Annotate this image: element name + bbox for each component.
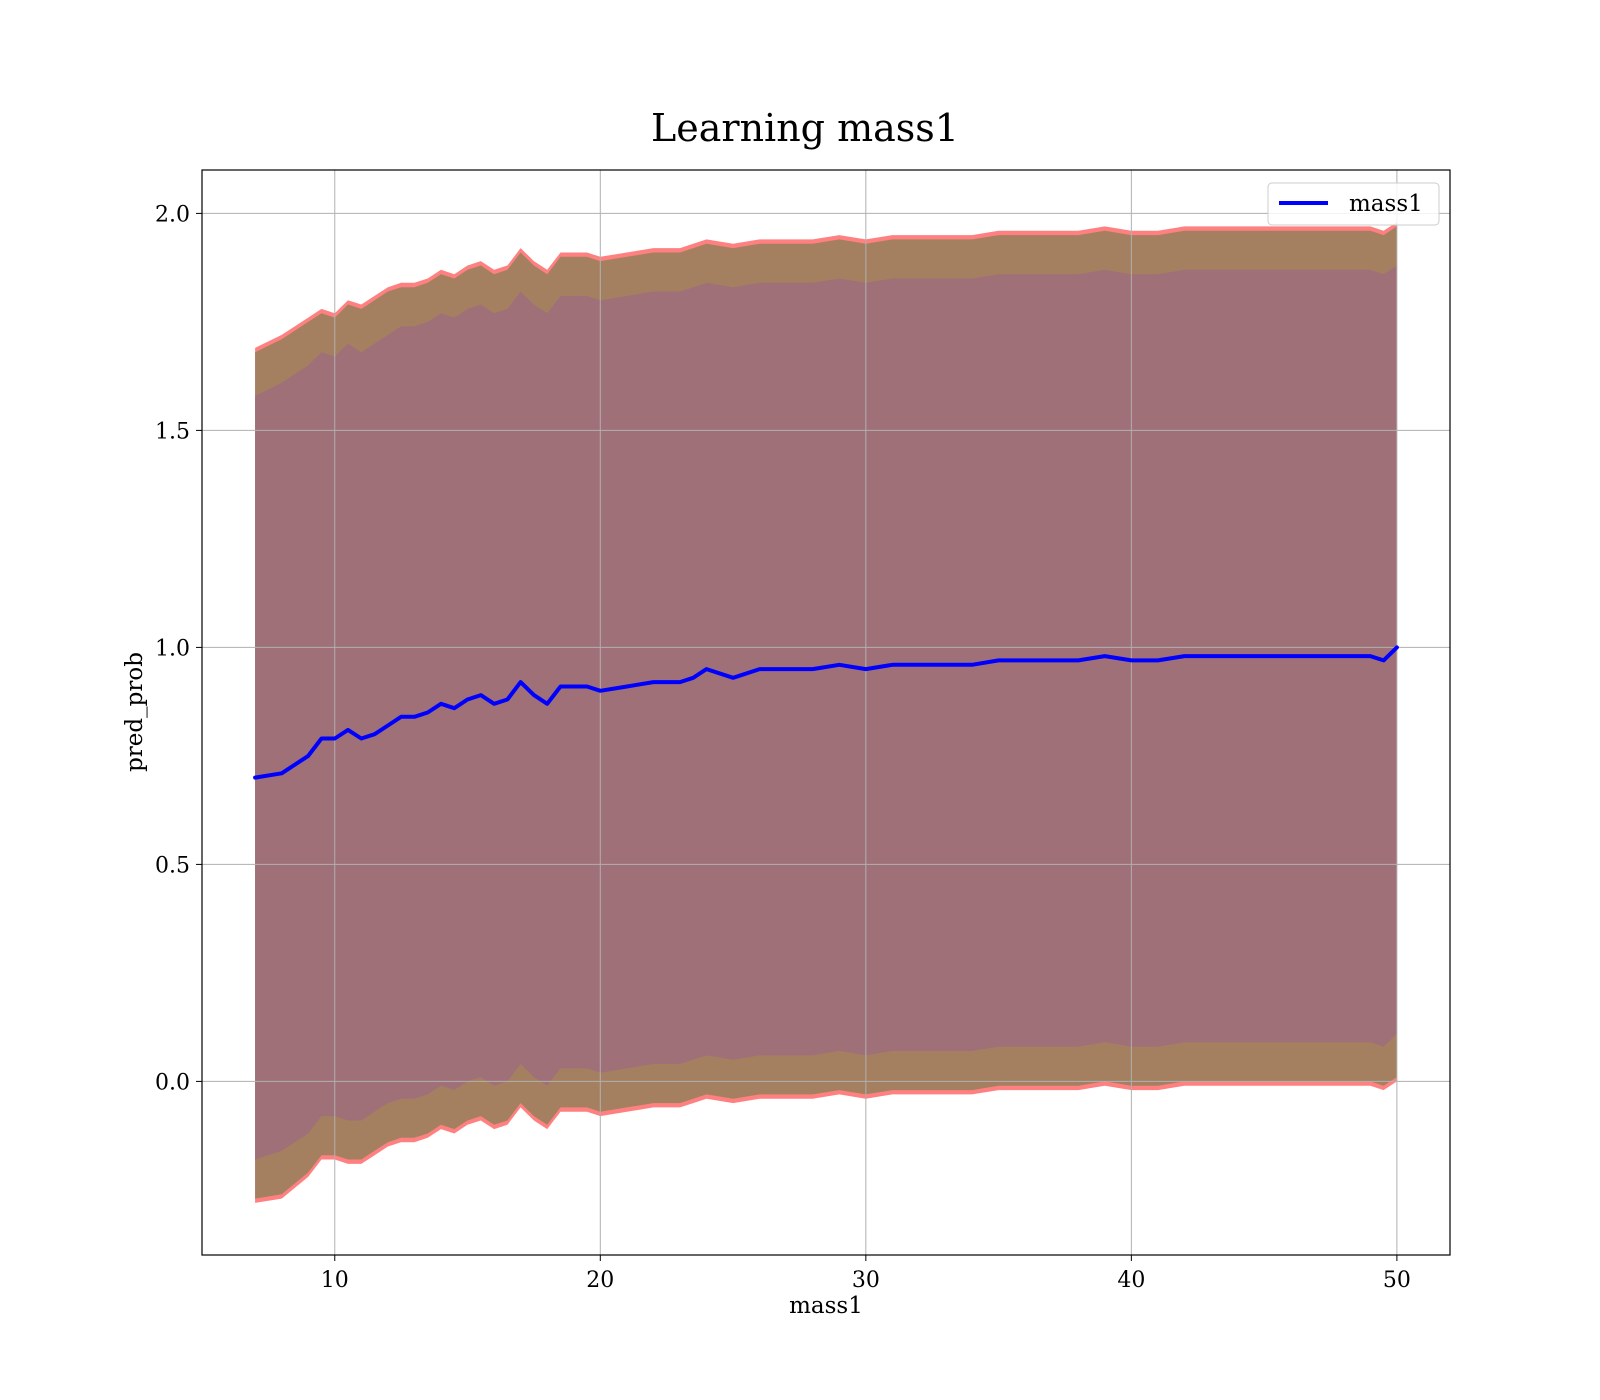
legend: mass1	[1267, 182, 1440, 226]
y-tick-label: 0.5	[155, 853, 190, 878]
x-tick-label: 30	[852, 1268, 880, 1293]
legend-box	[1267, 182, 1440, 226]
plot-frame	[201, 169, 1451, 1256]
bands-layer	[255, 222, 1397, 1203]
band-inner	[255, 265, 1397, 1160]
y-tick-label: 2.0	[155, 202, 190, 227]
y-tick-label: 0.0	[155, 1070, 190, 1095]
grid-layer	[202, 170, 1450, 1255]
x-tick-label: 40	[1117, 1268, 1145, 1293]
x-tick-label: 50	[1383, 1268, 1411, 1293]
series-line-mass1	[253, 645, 1399, 780]
y-tick-label: 1.5	[155, 419, 190, 444]
y-tick-label: 1.0	[155, 636, 190, 661]
chart-title: Learning mass1	[651, 106, 959, 150]
x-tick-label: 10	[321, 1268, 349, 1293]
y-axis-label: pred_prob	[122, 652, 148, 772]
legend-label-mass1: mass1	[1349, 191, 1423, 217]
x-axis-label: mass1	[789, 1293, 863, 1319]
tick-layer: 10 20 30 40 50 0.0 0.5 1.0 1.5 2.0	[155, 202, 1411, 1293]
x-tick-label: 20	[586, 1268, 614, 1293]
series-layer	[253, 645, 1399, 780]
